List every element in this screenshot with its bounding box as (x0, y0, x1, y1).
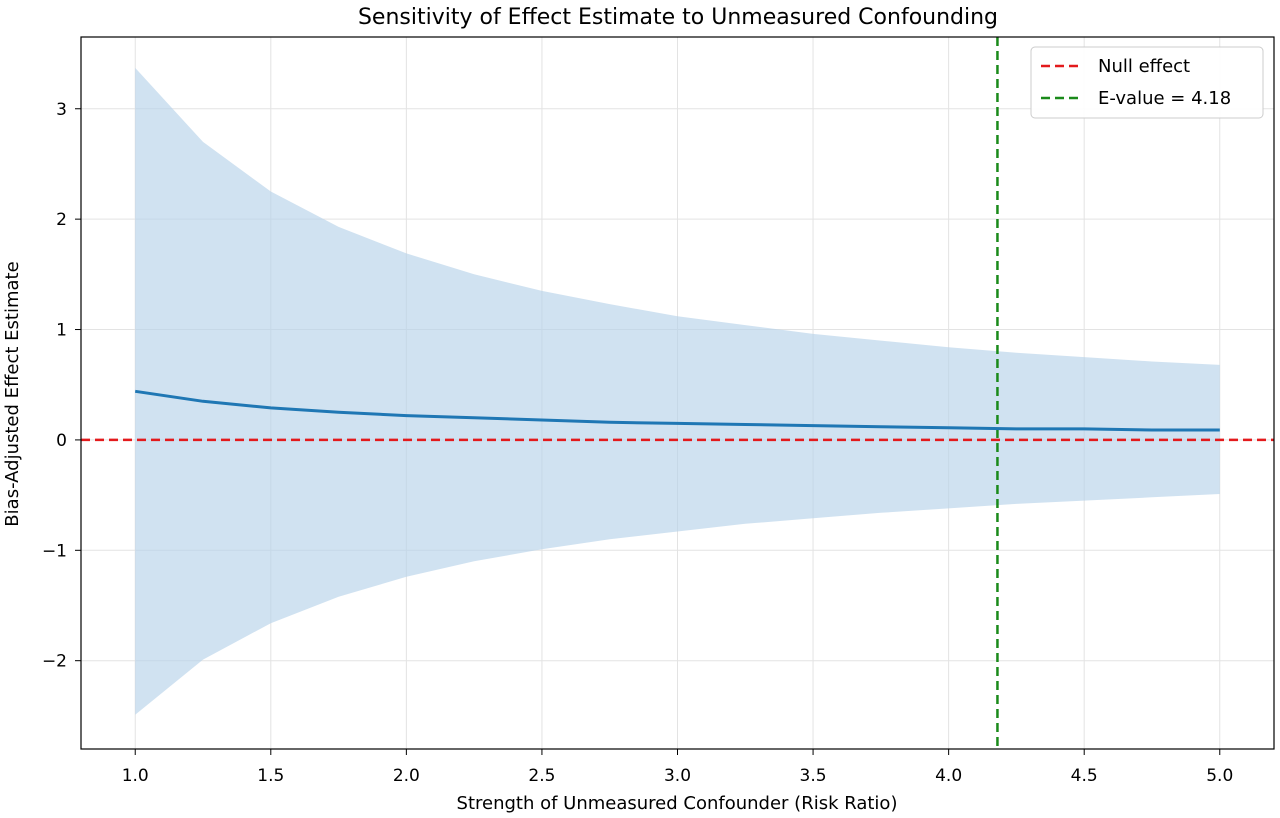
legend: Null effect E-value = 4.18 (1030, 46, 1264, 119)
x-tick-label: 4.5 (1071, 766, 1098, 786)
legend-label: Null effect (1098, 56, 1190, 77)
estimate-line (134, 389, 1220, 432)
y-tick-label: 3 (56, 100, 67, 120)
x-axis-label: Strength of Unmeasured Confounder (Risk … (457, 793, 898, 814)
x-tick-label: 1.5 (257, 766, 284, 786)
y-tick-label: 0 (56, 431, 67, 451)
x-tick-label: 2.5 (528, 766, 555, 786)
x-tick-label: 5.0 (1206, 766, 1233, 786)
y-tick-label: 2 (56, 210, 67, 230)
y-tick-label: −2 (42, 652, 67, 672)
y-tick-label: −1 (42, 541, 67, 561)
y-axis-label: Bias-Adjusted Effect Estimate (2, 261, 23, 526)
y-tick-label: 1 (56, 321, 67, 341)
confidence-band (135, 67, 1220, 715)
legend-box (1030, 46, 1264, 119)
x-tick-label: 1.0 (122, 766, 149, 786)
x-tick-label: 2.0 (393, 766, 420, 786)
legend-label: E-value = 4.18 (1098, 88, 1231, 109)
chart-title: Sensitivity of Effect Estimate to Unmeas… (358, 5, 998, 30)
plot-area: 1.0 1.5 2.0 2.5 3.0 3.5 4.0 4.5 5.0 −2 −1 0 1 2 3 Null … (42, 36, 1275, 786)
x-tick-label: 3.5 (800, 766, 827, 786)
x-tick-label: 3.0 (664, 766, 691, 786)
x-tick-label: 4.0 (935, 766, 962, 786)
